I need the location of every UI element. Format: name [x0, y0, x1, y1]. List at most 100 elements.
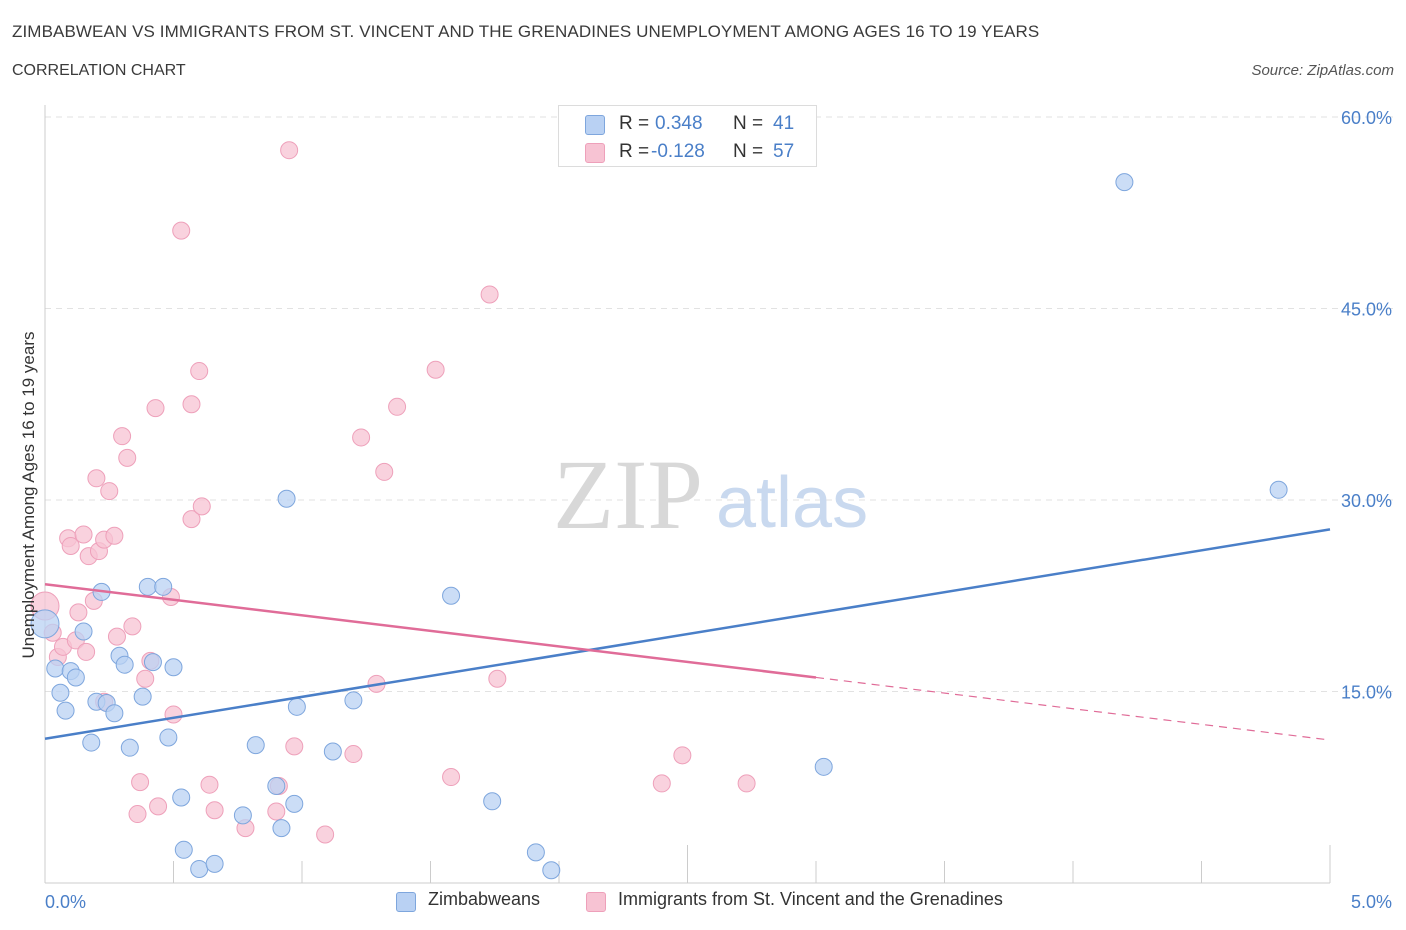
data-point-zimbabweans — [105, 704, 124, 723]
y-tick-label: 30.0% — [1341, 491, 1392, 511]
data-point-zimbabweans — [30, 609, 60, 639]
data-point-immigrants — [107, 627, 126, 646]
data-point-immigrants — [285, 737, 304, 756]
legend-r-value: -0.128 — [651, 141, 705, 162]
trend-lines — [44, 528, 1331, 741]
data-points — [30, 141, 1288, 880]
data-point-zimbabweans — [246, 736, 265, 755]
data-point-immigrants — [480, 285, 499, 304]
data-point-immigrants — [128, 805, 147, 824]
data-point-immigrants — [388, 397, 407, 416]
data-point-immigrants — [131, 773, 150, 792]
watermark-atlas: atlas — [716, 463, 868, 543]
data-point-zimbabweans — [133, 687, 152, 706]
data-point-zimbabweans — [233, 806, 252, 825]
data-point-immigrants — [69, 603, 88, 622]
data-point-immigrants — [172, 221, 191, 240]
data-point-immigrants — [146, 399, 165, 418]
data-point-zimbabweans — [164, 658, 183, 677]
data-point-zimbabweans — [46, 659, 65, 678]
data-point-immigrants — [205, 801, 224, 820]
data-point-zimbabweans — [542, 861, 561, 880]
data-point-immigrants — [136, 669, 155, 688]
x-tick-label: 0.0% — [45, 892, 86, 912]
tick-labels: 15.0% 30.0% 45.0% 60.0% 0.0% 5.0% — [45, 108, 1392, 912]
data-point-zimbabweans — [442, 586, 461, 605]
data-point-immigrants — [488, 669, 507, 688]
bottom-legend-label: Immigrants from St. Vincent and the Gren… — [618, 889, 1003, 909]
data-point-zimbabweans — [526, 843, 545, 862]
data-point-immigrants — [737, 774, 756, 793]
data-point-immigrants — [164, 705, 183, 724]
data-point-zimbabweans — [323, 742, 342, 761]
data-point-immigrants — [673, 746, 692, 765]
data-point-zimbabweans — [172, 788, 191, 807]
data-point-zimbabweans — [814, 757, 833, 776]
watermark: ZIP atlas — [553, 439, 868, 550]
grid-lines — [45, 116, 1395, 692]
legend-n-value: 41 — [773, 113, 795, 134]
data-point-zimbabweans — [159, 728, 178, 747]
data-point-zimbabweans — [51, 683, 70, 702]
data-point-immigrants — [87, 469, 106, 488]
data-point-zimbabweans — [56, 701, 75, 720]
x-tick-label: 5.0% — [1351, 892, 1392, 912]
legend-swatch-pink — [585, 143, 605, 163]
data-point-zimbabweans — [285, 794, 304, 813]
data-point-immigrants — [105, 526, 124, 545]
data-point-zimbabweans — [174, 840, 193, 859]
data-point-zimbabweans — [143, 653, 162, 672]
axes — [44, 105, 1331, 884]
data-point-zimbabweans — [483, 792, 502, 811]
legend-swatch-blue — [585, 115, 605, 135]
data-point-immigrants — [190, 362, 209, 381]
data-point-immigrants — [352, 428, 371, 447]
data-point-immigrants — [123, 617, 142, 636]
data-point-zimbabweans — [74, 622, 93, 641]
data-point-immigrants — [182, 510, 201, 529]
data-point-immigrants — [200, 775, 219, 794]
y-tick-label: 60.0% — [1341, 108, 1392, 128]
data-point-zimbabweans — [82, 733, 101, 752]
data-point-immigrants — [375, 462, 394, 481]
trend-line-immigrants — [44, 583, 817, 679]
chart-title: ZIMBABWEAN VS IMMIGRANTS FROM ST. VINCEN… — [12, 22, 1040, 41]
legend-r-label: R = — [619, 141, 650, 162]
data-point-immigrants — [280, 141, 299, 160]
data-point-immigrants — [61, 536, 80, 555]
data-point-immigrants — [442, 768, 461, 787]
y-tick-label: 45.0% — [1341, 300, 1392, 320]
trend-line-immigrants-extrapolated — [815, 676, 1331, 741]
data-point-zimbabweans — [190, 859, 209, 878]
data-point-zimbabweans — [205, 854, 224, 873]
data-point-immigrants — [113, 427, 132, 446]
legend-n-label: N = — [733, 141, 764, 162]
data-point-immigrants — [74, 525, 93, 544]
data-point-immigrants — [77, 642, 96, 661]
data-point-zimbabweans — [120, 738, 139, 757]
data-point-immigrants — [426, 360, 445, 379]
y-tick-label: 15.0% — [1341, 683, 1392, 703]
bottom-legend-swatch-blue — [396, 892, 416, 912]
data-point-immigrants — [316, 825, 335, 844]
data-point-immigrants — [182, 395, 201, 414]
legend-n-value: 57 — [773, 141, 795, 162]
legend-r-value: 0.348 — [655, 113, 703, 134]
y-axis-label: Unemployment Among Ages 16 to 19 years — [19, 332, 38, 659]
data-point-zimbabweans — [344, 691, 363, 710]
chart-subtitle: CORRELATION CHART — [12, 62, 186, 79]
data-point-immigrants — [100, 482, 119, 501]
source-label: Source: ZipAtlas.com — [1251, 62, 1394, 79]
data-point-zimbabweans — [66, 668, 85, 687]
data-point-immigrants — [267, 802, 286, 821]
bottom-legend-swatch-pink — [586, 892, 606, 912]
data-point-zimbabweans — [1115, 173, 1134, 192]
data-point-zimbabweans — [115, 655, 134, 674]
data-point-immigrants — [118, 448, 137, 467]
data-point-immigrants — [149, 797, 168, 816]
data-point-zimbabweans — [267, 776, 286, 795]
data-point-zimbabweans — [287, 697, 306, 716]
data-point-immigrants — [192, 497, 211, 516]
data-point-zimbabweans — [277, 489, 296, 508]
